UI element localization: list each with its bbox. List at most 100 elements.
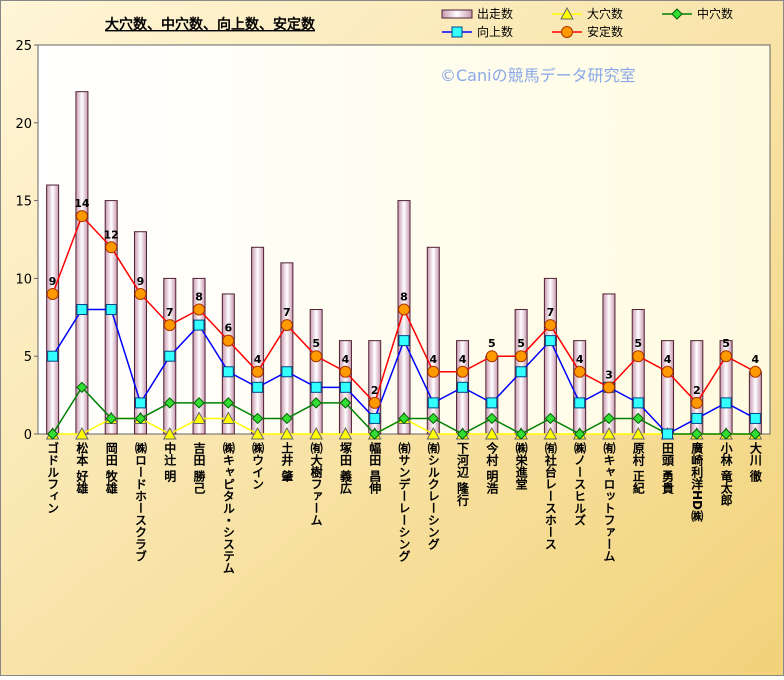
marker xyxy=(515,428,527,440)
data-label: 6 xyxy=(224,322,232,335)
marker xyxy=(164,397,176,409)
marker xyxy=(456,428,469,440)
data-label: 5 xyxy=(488,337,496,350)
marker xyxy=(369,412,381,424)
marker xyxy=(486,397,498,409)
data-label: 2 xyxy=(371,384,379,397)
data-label: 4 xyxy=(429,353,437,366)
marker xyxy=(76,304,88,316)
x-tick-label: 土井 肇 xyxy=(280,441,294,483)
bar xyxy=(133,231,147,435)
marker xyxy=(193,319,205,331)
x-tick-label: ㈲シルクレーシング xyxy=(426,441,440,550)
marker xyxy=(561,26,573,38)
x-tick-label: 松本 好雄 xyxy=(75,441,89,495)
bar xyxy=(748,371,762,435)
marker xyxy=(632,412,644,425)
marker xyxy=(426,426,441,440)
marker xyxy=(164,350,176,362)
marker xyxy=(720,350,733,363)
marker xyxy=(573,365,586,378)
legend-swatch xyxy=(441,9,473,19)
chart-title: 大穴数、中穴数、向上数、安定数 xyxy=(105,16,316,33)
marker xyxy=(451,26,463,38)
x-tick-label: 原村 正紀 xyxy=(631,442,645,495)
marker xyxy=(749,428,762,440)
marker xyxy=(631,426,646,440)
marker xyxy=(560,6,574,20)
marker xyxy=(251,365,264,378)
x-tick-label: 田頭 勇貴 xyxy=(661,442,675,495)
marker xyxy=(309,426,324,440)
marker xyxy=(632,397,644,409)
marker xyxy=(515,366,527,378)
marker xyxy=(221,411,236,424)
bar xyxy=(280,262,294,435)
legend-label: 安定数 xyxy=(587,24,623,39)
marker xyxy=(105,241,118,254)
marker xyxy=(162,426,177,440)
data-label: 8 xyxy=(195,291,203,304)
data-label: 7 xyxy=(283,306,291,319)
data-label: 4 xyxy=(459,353,467,366)
data-label: 5 xyxy=(634,337,642,350)
marker xyxy=(105,304,117,316)
marker xyxy=(484,426,499,440)
marker xyxy=(691,412,703,424)
bar xyxy=(251,246,265,435)
marker xyxy=(134,412,147,425)
data-label: 5 xyxy=(517,337,525,350)
data-label: 4 xyxy=(342,353,350,366)
marker xyxy=(310,381,322,393)
marker xyxy=(281,366,293,378)
marker xyxy=(544,335,556,347)
y-tick-label: 5 xyxy=(24,350,32,365)
marker xyxy=(602,426,616,440)
marker xyxy=(749,412,761,424)
x-tick-label: 今村 明浩 xyxy=(485,441,499,495)
data-label: 14 xyxy=(74,197,90,210)
marker xyxy=(310,397,322,409)
bar xyxy=(309,309,323,435)
marker xyxy=(544,412,557,425)
marker xyxy=(720,428,732,440)
marker xyxy=(280,319,293,332)
marker xyxy=(486,412,498,425)
marker xyxy=(603,412,615,425)
marker xyxy=(46,428,59,440)
marker xyxy=(398,412,410,425)
x-tick-label: 中辻 明 xyxy=(163,441,177,483)
bar xyxy=(397,200,411,435)
marker xyxy=(691,428,703,440)
x-tick-label: ㈲キャロットファーム xyxy=(602,441,616,562)
marker xyxy=(574,397,586,409)
marker xyxy=(632,350,645,363)
marker xyxy=(250,426,265,440)
x-tick-label: ㈲大樹ファーム xyxy=(309,441,323,526)
legend-label: 向上数 xyxy=(477,24,513,39)
marker xyxy=(339,397,352,409)
data-label: 5 xyxy=(722,337,730,350)
marker xyxy=(368,396,381,409)
data-label: 4 xyxy=(664,353,672,366)
marker xyxy=(222,366,234,378)
y-tick-label: 15 xyxy=(15,195,32,210)
marker xyxy=(193,397,205,409)
marker xyxy=(602,381,615,394)
legend-label: 出走数 xyxy=(477,6,513,21)
x-tick-label: ㈱ロードホースクラブ xyxy=(133,441,147,562)
marker xyxy=(339,381,351,393)
x-tick-label: 下河辺 隆行 xyxy=(456,442,470,507)
data-label: 9 xyxy=(49,275,57,288)
marker xyxy=(134,287,147,300)
x-tick-label: ㈱キャピタル・システム xyxy=(221,441,235,574)
data-label: 4 xyxy=(576,353,584,366)
marker xyxy=(193,303,206,316)
y-tick-label: 20 xyxy=(15,117,32,132)
legend-label: 大穴数 xyxy=(587,6,623,21)
marker xyxy=(398,303,410,316)
x-tick-label: 幅田 昌伸 xyxy=(368,441,382,495)
marker xyxy=(75,426,89,440)
data-label: 7 xyxy=(547,306,555,319)
x-tick-label: 大川 徹 xyxy=(748,441,762,483)
